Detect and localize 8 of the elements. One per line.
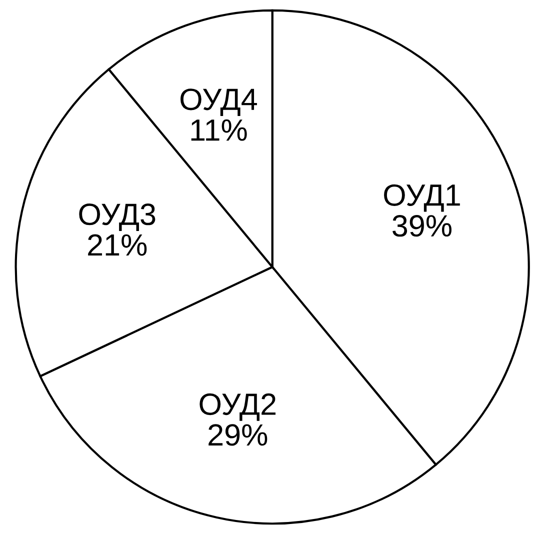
slice-label: ОУД1: [384, 184, 460, 212]
slice-label: ОУД3: [79, 204, 156, 231]
slice-label: ОУД2: [200, 393, 276, 421]
slice-label: ОУД4: [180, 88, 257, 116]
data-label: 39%: [392, 215, 452, 237]
data-label: 21%: [88, 234, 147, 256]
data-label: 29%: [208, 424, 268, 446]
data-label: 11%: [191, 119, 247, 141]
